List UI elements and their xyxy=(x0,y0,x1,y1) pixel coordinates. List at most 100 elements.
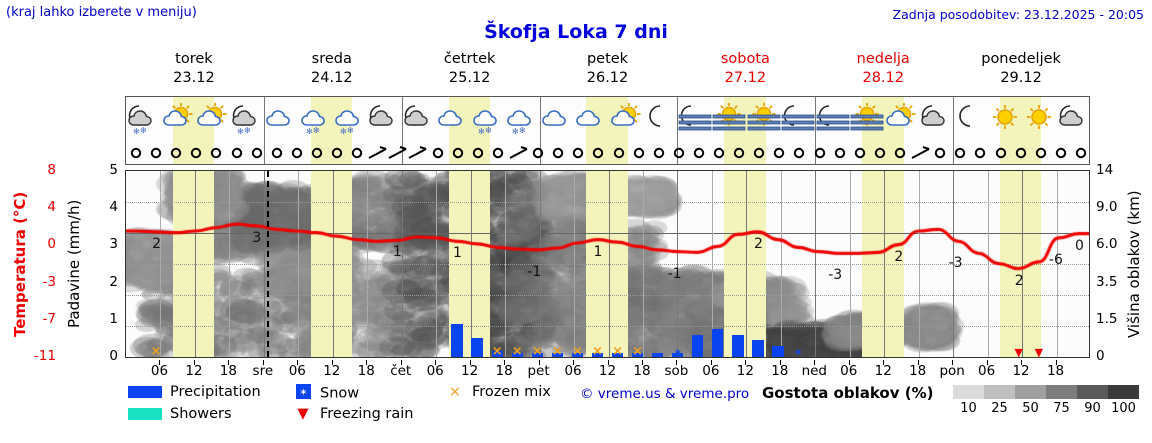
day-header-sobota: sobota 27.12 xyxy=(676,50,814,90)
moon-cloud-icon xyxy=(402,97,436,140)
day-name: četrtek xyxy=(443,51,496,67)
copyright-text: © vreme.us & vreme.pro xyxy=(580,386,750,402)
showers-swatch xyxy=(128,408,162,420)
temperature-value-label: -1 xyxy=(667,265,682,282)
menu-hint-text: (kraj lahko izberete v meniju) xyxy=(6,5,197,20)
x-axis-label: 06 xyxy=(702,363,720,379)
wind-calm-icon xyxy=(347,140,367,164)
wind-barb-icon xyxy=(367,140,387,164)
wind-calm-icon xyxy=(830,140,850,164)
day-separator xyxy=(401,97,403,140)
wind-calm-icon xyxy=(890,140,910,164)
day-header-četrtek: četrtek 25.12 xyxy=(401,50,539,90)
wind-barb-icon xyxy=(407,140,427,164)
precipitation-bar xyxy=(772,345,784,357)
cloud-density-swatch xyxy=(984,385,1015,399)
frozen-mix-marker: × xyxy=(592,344,603,358)
day-name: sobota xyxy=(720,51,770,67)
wind-calm-icon xyxy=(327,140,347,164)
day-separator xyxy=(539,97,541,140)
cloud-snow-icon: ✻ ✻ xyxy=(298,97,332,140)
x-axis-label: 18 xyxy=(1046,363,1065,379)
legend-freezing-rain: ▼ Freezing rain xyxy=(292,406,413,422)
cloud-density-tick: 100 xyxy=(1111,401,1136,416)
frozen-mix-marker: × xyxy=(531,344,543,358)
x-axis: 06 12 18 sre 06 12 18 čet 06 12 18 pet 06 12 18 sob 06 12… xyxy=(125,360,1090,379)
cloud-density-tick: 75 xyxy=(1053,401,1070,416)
frozen-mix-marker: × xyxy=(612,344,623,358)
wind-calm-icon xyxy=(568,140,588,164)
x-axis-tick xyxy=(641,360,643,365)
day-date: 24.12 xyxy=(311,70,353,86)
x-axis-label: ned xyxy=(801,363,827,379)
frozen-mix-marker: × xyxy=(491,344,503,358)
page-title: Škofja Loka 7 dni xyxy=(484,21,668,43)
precipitation-bar xyxy=(712,329,724,357)
x-axis-label: 18 xyxy=(219,363,237,379)
legend-frozen-mix: × Frozen mix xyxy=(444,384,551,400)
snow-marker: ✶ xyxy=(753,346,763,358)
snow-marker: ✶ xyxy=(773,346,783,358)
x-axis-tick xyxy=(469,360,471,365)
precipitation-bar xyxy=(752,340,764,357)
precipitation-tick: 2 xyxy=(109,273,118,290)
wind-calm-icon xyxy=(629,140,649,164)
wind-calm-icon xyxy=(146,140,166,164)
x-axis-tick xyxy=(986,360,988,365)
svg-text:✻: ✻ xyxy=(519,126,526,135)
sun-cloud-icon xyxy=(160,97,194,140)
daylight-band xyxy=(724,140,766,164)
sun-fog-icon xyxy=(746,97,780,140)
temperature-value-label: 2 xyxy=(152,235,162,252)
svg-text:✻: ✻ xyxy=(244,126,251,135)
legend-snow: ✶ Snow xyxy=(292,384,359,403)
precipitation-bar xyxy=(531,353,543,357)
day-header-torek: torek 23.12 xyxy=(125,50,263,90)
x-axis-label: 06 xyxy=(150,363,169,379)
x-axis-label: 06 xyxy=(978,363,996,379)
x-axis-tick xyxy=(159,360,161,365)
svg-text:✻: ✻ xyxy=(237,127,244,135)
day-separator xyxy=(677,140,679,164)
moon-fog-icon xyxy=(815,97,849,140)
wind-calm-icon xyxy=(689,140,709,164)
x-axis-tick xyxy=(607,360,609,365)
day-separator xyxy=(815,97,817,140)
cloud-density-swatch xyxy=(1077,385,1108,399)
frozen-mix-icon: × xyxy=(448,384,462,400)
temperature-axis-title: Temperatura (°C) xyxy=(11,191,29,337)
sun-cloud-icon xyxy=(884,97,918,140)
x-axis-tick xyxy=(262,360,264,365)
precipitation-bar xyxy=(451,323,463,357)
cloud-icon xyxy=(540,97,574,140)
cloud-density-ramp-labels: 10 25 50 75 90 100 xyxy=(953,401,1139,416)
precipitation-bar xyxy=(511,353,523,357)
precipitation-tick: 5 xyxy=(109,162,118,178)
daylight-band xyxy=(448,140,490,164)
x-axis-label: 18 xyxy=(909,363,927,379)
temperature-value-label: -3 xyxy=(828,267,843,284)
temperature-value-label: 1 xyxy=(453,245,462,262)
wind-calm-icon xyxy=(206,140,226,164)
wind-calm-icon xyxy=(729,140,749,164)
day-separator xyxy=(263,97,265,140)
moon-icon xyxy=(953,97,987,140)
snow-marker: ✶ xyxy=(693,346,703,358)
x-axis-label: sob xyxy=(664,363,689,379)
day-name: sreda xyxy=(311,51,352,67)
cloud-icon xyxy=(436,97,470,140)
precipitation-tick: 1 xyxy=(109,310,118,327)
frozen-mix-marker: × xyxy=(511,344,523,358)
wind-calm-icon xyxy=(970,140,990,164)
precipitation-bar xyxy=(732,334,744,357)
wind-calm-icon xyxy=(588,140,608,164)
x-axis-label: 12 xyxy=(323,363,341,379)
day-date: 29.12 xyxy=(1000,70,1042,86)
day-name: torek xyxy=(175,51,213,67)
meteogram-plot[interactable]: 2 3 1 1 -1 1 -1 2 -3 2 -3 2 -6 0 × × × × × × × × × ✶ ✶ ✶ ✶ ✶ ✶ ✶ ▼ ▼ xyxy=(125,170,1090,358)
temperature-value-label: -6 xyxy=(1048,251,1063,268)
last-update-text: Zadnja posodobitev: 23.12.2025 - 20:05 xyxy=(892,7,1144,22)
x-axis-tick xyxy=(331,360,333,365)
wind-calm-icon xyxy=(428,140,448,164)
temperature-curve xyxy=(126,171,1089,357)
